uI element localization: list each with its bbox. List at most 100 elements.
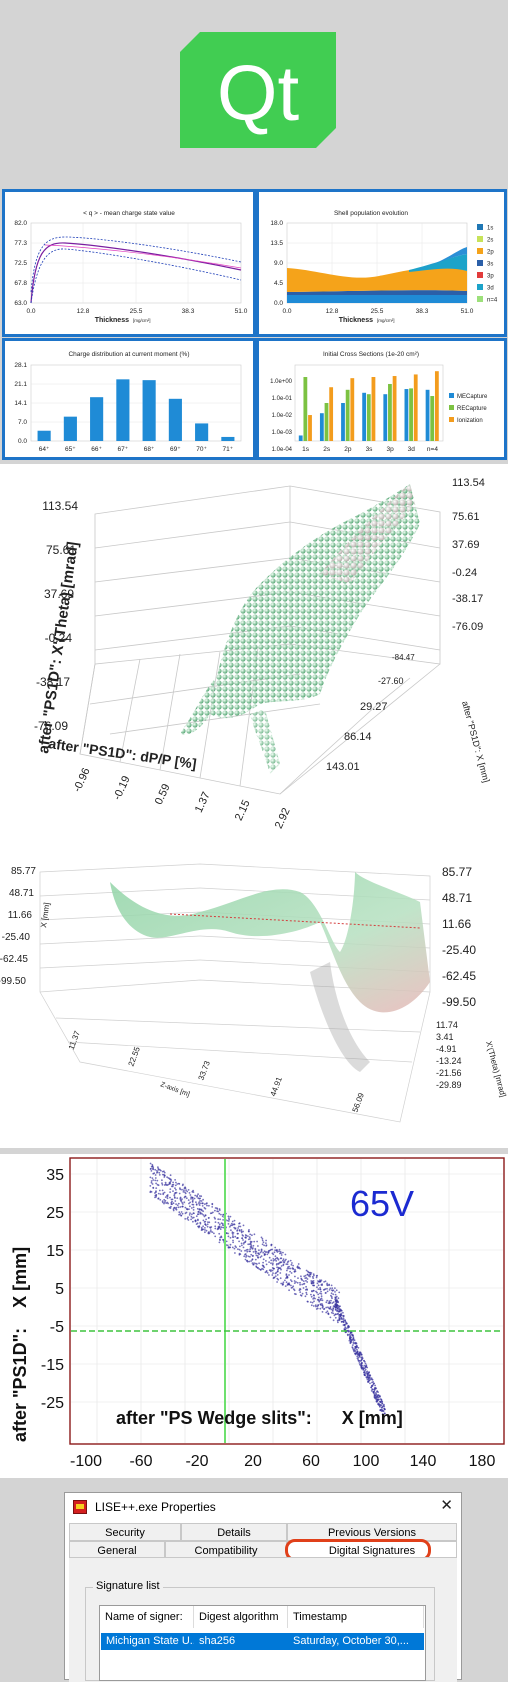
scatter-point bbox=[319, 1307, 322, 1310]
scatter-point bbox=[175, 1188, 177, 1191]
scatter-point bbox=[332, 1319, 335, 1322]
x-tick: 2.92 bbox=[273, 806, 293, 830]
table-row[interactable] bbox=[101, 1633, 424, 1650]
scatter-point bbox=[282, 1281, 285, 1284]
scatter-point bbox=[208, 1204, 210, 1207]
wedge-slits-scatter-plot: 65V after "PS Wedge slits": X [mm] 35 25… bbox=[0, 1154, 508, 1478]
scatter-point bbox=[178, 1192, 181, 1195]
scatter-point bbox=[315, 1308, 318, 1310]
signature-list[interactable]: Name of signer: Digest algorithm Timesta… bbox=[99, 1605, 426, 1681]
scatter-point bbox=[274, 1257, 277, 1260]
scatter-point bbox=[245, 1260, 248, 1262]
scatter-point bbox=[370, 1390, 373, 1392]
scatter-point bbox=[176, 1183, 179, 1185]
scatter-point bbox=[271, 1269, 274, 1272]
scatter-point bbox=[334, 1296, 337, 1299]
scatter-point bbox=[167, 1183, 170, 1186]
scatter-point bbox=[356, 1352, 359, 1355]
scatter-point bbox=[306, 1273, 309, 1276]
scatter-point bbox=[285, 1258, 287, 1261]
scatter-point bbox=[317, 1280, 319, 1282]
scatter-point bbox=[186, 1208, 189, 1211]
y-tick: 0.0 bbox=[274, 300, 283, 307]
scatter-point bbox=[344, 1320, 347, 1323]
y-tick: 11.66 bbox=[8, 910, 33, 921]
scatter-point bbox=[356, 1350, 359, 1353]
bar bbox=[425, 389, 430, 441]
scatter-point bbox=[198, 1204, 201, 1206]
scatter-point bbox=[326, 1290, 329, 1293]
scatter-point bbox=[280, 1265, 283, 1267]
y-tick: 85.77 bbox=[11, 866, 36, 877]
scatter-point bbox=[204, 1227, 206, 1229]
scatter-point bbox=[292, 1288, 295, 1291]
scatter-point bbox=[342, 1311, 344, 1314]
scatter-point bbox=[334, 1293, 337, 1296]
scatter-point bbox=[280, 1252, 282, 1254]
scatter-point bbox=[169, 1196, 171, 1199]
scatter-point bbox=[310, 1290, 313, 1292]
scatter-point bbox=[229, 1225, 231, 1228]
scatter-point bbox=[318, 1296, 320, 1299]
scatter-point bbox=[171, 1185, 174, 1188]
scatter-point bbox=[369, 1382, 371, 1385]
scatter-point bbox=[191, 1196, 194, 1199]
scatter-point bbox=[282, 1264, 285, 1267]
y-tick: 77.3 bbox=[14, 240, 27, 247]
scatter-point bbox=[371, 1378, 373, 1381]
x-tick: 2s bbox=[323, 446, 331, 453]
scatter-point bbox=[379, 1401, 382, 1404]
column-header-timestamp[interactable]: Timestamp bbox=[288, 1606, 424, 1628]
x-axis-unit: [mg/cm²] bbox=[133, 318, 151, 323]
scatter-point bbox=[247, 1230, 250, 1233]
z-tick: 56.09 bbox=[351, 1091, 366, 1113]
scatter-point bbox=[285, 1281, 288, 1284]
tab-security[interactable]: Security bbox=[69, 1523, 181, 1541]
scatter-point bbox=[331, 1297, 333, 1300]
scatter-point bbox=[203, 1203, 206, 1205]
scatter-point bbox=[220, 1226, 223, 1229]
scatter-point bbox=[317, 1293, 320, 1296]
x-tick: -0.19 bbox=[111, 774, 132, 802]
x-tick: 3.41 bbox=[436, 1032, 454, 1042]
scatter-point bbox=[350, 1340, 352, 1343]
scatter-point bbox=[341, 1318, 343, 1320]
scatter-point bbox=[276, 1274, 279, 1276]
x-axis-unit: [mg/cm²] bbox=[377, 318, 395, 323]
scatter-point bbox=[320, 1295, 323, 1298]
x-tick: -20 bbox=[185, 1453, 208, 1470]
y-tick: 5 bbox=[55, 1281, 64, 1298]
chart-title: Initial Cross Sections (1e-20 cm²) bbox=[323, 351, 419, 358]
close-icon[interactable]: ✕ bbox=[440, 1497, 453, 1514]
scatter-point bbox=[189, 1201, 192, 1204]
scatter-point bbox=[255, 1250, 258, 1253]
scatter-point bbox=[381, 1410, 383, 1413]
scatter-point bbox=[313, 1294, 315, 1297]
scatter-point bbox=[157, 1184, 160, 1187]
scatter-point bbox=[185, 1189, 188, 1191]
scatter-point bbox=[257, 1252, 260, 1255]
scatter-point bbox=[227, 1220, 230, 1222]
column-header-digest[interactable]: Digest algorithm bbox=[194, 1606, 288, 1628]
scatter-point bbox=[159, 1193, 162, 1195]
scatter-point bbox=[251, 1258, 254, 1261]
scatter-point bbox=[200, 1202, 202, 1205]
column-header-name[interactable]: Name of signer: bbox=[100, 1606, 194, 1628]
scatter-point bbox=[379, 1398, 382, 1400]
scatter-point bbox=[302, 1280, 305, 1282]
bar bbox=[90, 397, 104, 441]
scatter-point bbox=[274, 1275, 277, 1277]
x-tick: 51.0 bbox=[235, 308, 248, 315]
scatter-point bbox=[337, 1312, 339, 1315]
scatter-point bbox=[273, 1267, 275, 1270]
scatter-point bbox=[321, 1303, 323, 1305]
bar bbox=[366, 394, 371, 441]
scatter-point bbox=[220, 1222, 223, 1224]
scatter-point bbox=[317, 1288, 320, 1290]
y-tick: 0.0 bbox=[18, 438, 27, 445]
scatter-point bbox=[244, 1234, 247, 1236]
scatter-point bbox=[251, 1262, 254, 1264]
scatter-point bbox=[239, 1225, 242, 1228]
tab-details[interactable]: Details bbox=[181, 1523, 287, 1541]
scatter-point bbox=[195, 1223, 198, 1225]
